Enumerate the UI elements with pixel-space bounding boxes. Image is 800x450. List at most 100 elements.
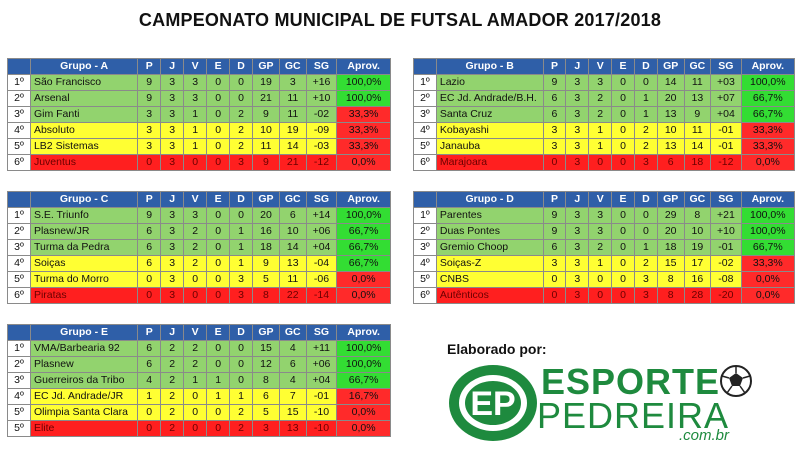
stat-cell-d: 0	[633, 223, 658, 240]
team-name-cell: Olimpia Santa Clara	[29, 404, 139, 421]
position-cell: 6º	[413, 154, 437, 171]
stat-cell-gp: 19	[252, 74, 280, 91]
stat-cell-j: 2	[160, 372, 185, 389]
ep-logo-icon: EP	[449, 365, 537, 441]
stat-cell-d: 1	[229, 388, 254, 405]
stat-cell-sg: -08	[710, 271, 742, 288]
table-row: 6º Piratas 0 3 0 0 3 8 22 -14 0,0%	[7, 287, 391, 304]
stat-cell-d: 3	[633, 154, 658, 171]
stat-cell-v: 3	[588, 207, 613, 224]
aprov-cell: 33,3%	[336, 138, 391, 155]
aprov-cell: 66,7%	[740, 90, 796, 107]
team-name-cell: EC Jd. Andrade/JR	[29, 388, 139, 405]
stat-cell-v: 1	[588, 122, 613, 139]
stat-cell-gc: 17	[683, 255, 712, 272]
stat-cell-gp: 15	[252, 340, 280, 357]
column-header: GP	[656, 191, 685, 208]
stat-cell-v: 0	[183, 404, 208, 421]
column-header: J	[160, 58, 185, 75]
table-row: 1º S.E. Triunfo 9 3 3 0 0 20 6 +14 100,0%	[7, 207, 391, 224]
stat-cell-d: 3	[229, 271, 254, 288]
stat-cell-sg: -01	[710, 138, 742, 155]
column-header: GC	[683, 191, 712, 208]
stat-cell-d: 0	[229, 74, 254, 91]
position-cell: 3º	[7, 239, 31, 256]
column-header: SG	[305, 324, 338, 341]
stat-cell-e: 0	[611, 223, 635, 240]
stat-cell-j: 3	[160, 138, 185, 155]
stat-cell-p: 9	[542, 223, 567, 240]
group-header-row: Grupo - A P J V E D GP GC SG Aprov.	[7, 58, 391, 75]
stat-cell-d: 0	[229, 207, 254, 224]
aprov-cell: 0,0%	[740, 154, 796, 171]
stat-cell-p: 9	[137, 74, 162, 91]
stat-cell-sg: -12	[710, 154, 742, 171]
stat-cell-gp: 29	[656, 207, 685, 224]
stat-cell-gc: 19	[278, 122, 307, 139]
team-name-cell: Lazio	[435, 74, 544, 91]
aprov-cell: 66,7%	[740, 106, 796, 123]
stat-cell-p: 0	[137, 420, 162, 437]
header-blank	[7, 58, 31, 75]
stat-cell-gc: 6	[278, 356, 307, 373]
stat-cell-v: 0	[183, 388, 208, 405]
table-row: 4º Soiças 6 3 2 0 1 9 13 -04 66,7%	[7, 255, 391, 272]
stat-cell-j: 3	[565, 223, 590, 240]
stat-cell-v: 0	[183, 287, 208, 304]
stat-cell-d: 0	[229, 356, 254, 373]
table-row: 3º Gim Fanti 3 3 1 0 2 9 11 -02 33,3%	[7, 106, 391, 123]
stat-cell-gp: 21	[252, 90, 280, 107]
stat-cell-d: 1	[229, 239, 254, 256]
stat-cell-gc: 4	[278, 340, 307, 357]
team-name-cell: Guerreiros da Tribo	[29, 372, 139, 389]
table-row: 3º Guerreiros da Tribo 4 2 1 1 0 8 4 +04 66,7%	[7, 372, 391, 389]
stat-cell-sg: +06	[305, 223, 338, 240]
table-row: 6º Juventus 0 3 0 0 3 9 21 -12 0,0%	[7, 154, 391, 171]
stat-cell-p: 0	[542, 287, 567, 304]
aprov-cell: 0,0%	[336, 154, 391, 171]
table-row: 5º Elite 0 2 0 0 2 3 13 -10 0,0%	[7, 420, 391, 437]
position-cell: 5º	[413, 138, 437, 155]
stat-cell-gp: 16	[252, 223, 280, 240]
team-name-cell: Plasnew	[29, 356, 139, 373]
stat-cell-e: 0	[206, 271, 231, 288]
team-name-cell: Parentes	[435, 207, 544, 224]
stat-cell-d: 1	[633, 239, 658, 256]
table-row: 4º Absoluto 3 3 1 0 2 10 19 -09 33,3%	[7, 122, 391, 139]
position-cell: 2º	[413, 90, 437, 107]
stat-cell-e: 1	[206, 388, 231, 405]
stat-cell-d: 2	[229, 420, 254, 437]
group-d-table: Grupo - D P J V E D GP GC SG Aprov. 1º Parentes 9 3 3 0…	[413, 191, 796, 304]
stat-cell-p: 3	[137, 106, 162, 123]
stat-cell-sg: +04	[305, 372, 338, 389]
stat-cell-gc: 21	[278, 154, 307, 171]
stat-cell-v: 1	[183, 106, 208, 123]
column-header: Aprov.	[740, 191, 796, 208]
stat-cell-e: 0	[206, 122, 231, 139]
stat-cell-p: 1	[137, 388, 162, 405]
team-name-cell: São Francisco	[29, 74, 139, 91]
position-cell: 5º	[7, 404, 31, 421]
column-header: GP	[252, 324, 280, 341]
table-row: 5º Turma do Morro 0 3 0 0 3 5 11 -06 0,0%	[7, 271, 391, 288]
stat-cell-sg: -20	[710, 287, 742, 304]
stat-cell-sg: +11	[305, 340, 338, 357]
group-name: Grupo - A	[29, 58, 139, 75]
stat-cell-j: 3	[160, 207, 185, 224]
stat-cell-gp: 9	[252, 255, 280, 272]
team-name-cell: Santa Cruz	[435, 106, 544, 123]
stat-cell-v: 0	[183, 154, 208, 171]
stat-cell-d: 2	[633, 138, 658, 155]
table-row: 1º Lazio 9 3 3 0 0 14 11 +03 100,0%	[413, 74, 796, 91]
stat-cell-j: 3	[565, 154, 590, 171]
stat-cell-v: 0	[588, 154, 613, 171]
stat-cell-gp: 9	[252, 106, 280, 123]
stat-cell-e: 0	[206, 340, 231, 357]
aprov-cell: 33,3%	[740, 138, 796, 155]
position-cell: 3º	[7, 372, 31, 389]
page-title: CAMPEONATO MUNICIPAL DE FUTSAL AMADOR 20…	[138, 10, 662, 30]
stat-cell-j: 3	[565, 74, 590, 91]
header-blank	[7, 324, 31, 341]
stat-cell-d: 1	[633, 90, 658, 107]
stat-cell-j: 3	[160, 271, 185, 288]
